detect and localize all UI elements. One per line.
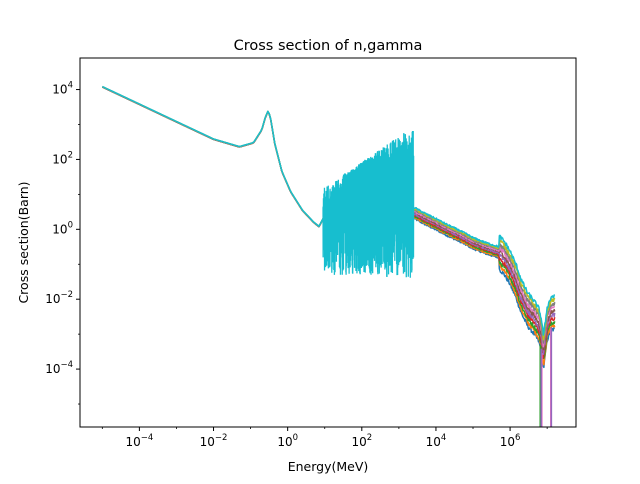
y-tick-label-4: 104 bbox=[52, 81, 73, 97]
y-axis-label: Cross section(Barn) bbox=[16, 181, 31, 303]
resonance-region bbox=[322, 130, 415, 278]
y-tick-label-2: 100 bbox=[52, 220, 73, 236]
axes-frame bbox=[79, 57, 577, 428]
chart-title: Cross section of n,gamma bbox=[234, 38, 423, 54]
y-tick-label-0: 10−4 bbox=[45, 360, 73, 376]
x-tick-label-5: 106 bbox=[500, 433, 521, 449]
series-layer bbox=[102, 85, 556, 427]
x-tick-label-3: 102 bbox=[351, 433, 372, 449]
y-axis: 10−4 10−2 100 102 104 bbox=[45, 81, 80, 405]
y-tick-label-3: 102 bbox=[52, 150, 73, 166]
series-line-10 bbox=[102, 85, 556, 336]
x-tick-label-1: 10−2 bbox=[200, 433, 228, 449]
y-tick-label-1: 10−2 bbox=[45, 290, 73, 306]
x-tick-label-0: 10−4 bbox=[125, 433, 153, 449]
x-axis: 10−4 10−2 100 102 104 106 bbox=[101, 427, 548, 449]
x-tick-label-4: 104 bbox=[426, 433, 447, 449]
x-tick-label-2: 100 bbox=[277, 433, 298, 449]
x-axis-label: Energy(MeV) bbox=[288, 459, 369, 474]
